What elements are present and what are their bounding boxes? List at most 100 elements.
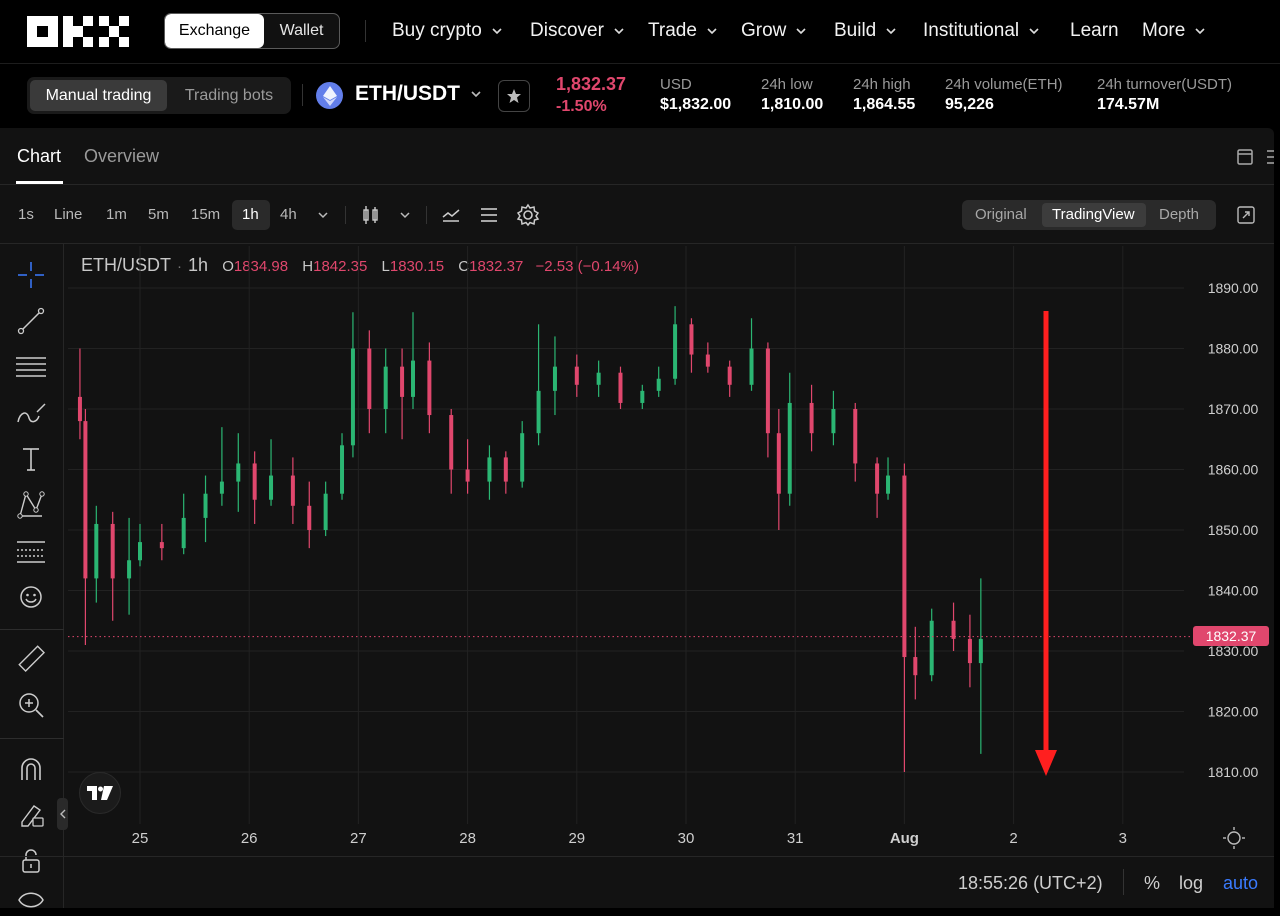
- lock-drawing-icon[interactable]: [14, 798, 48, 832]
- crosshair-icon[interactable]: [14, 258, 48, 292]
- nav-more[interactable]: More: [1142, 20, 1206, 42]
- gear-icon[interactable]: [516, 203, 540, 227]
- candle-body: [809, 402, 814, 434]
- auto-scale-button[interactable]: auto: [1223, 873, 1259, 893]
- unlock-icon[interactable]: [14, 844, 48, 878]
- candle-body: [967, 638, 972, 664]
- star-icon: [507, 89, 521, 103]
- y-tick-label: 1820.00: [1208, 704, 1259, 720]
- layout-icon[interactable]: [1236, 148, 1254, 166]
- stat-label: 24h volume(ETH): [945, 76, 1063, 93]
- tab-chart[interactable]: Chart: [17, 146, 62, 166]
- fib-tool-icon[interactable]: [14, 534, 48, 568]
- stat-usd: USD $1,832.00: [660, 76, 731, 114]
- eye-icon[interactable]: [14, 884, 48, 908]
- legend-close-label: C: [458, 258, 470, 275]
- stat-24h-volume: 24h volume(ETH) 95,226: [945, 76, 1063, 114]
- nav-divider: [365, 20, 366, 42]
- candle-body: [875, 463, 880, 494]
- candle-body: [749, 348, 754, 385]
- trading-bots-tab[interactable]: Trading bots: [184, 86, 274, 104]
- nav-institutional[interactable]: Institutional: [923, 20, 1040, 42]
- panel-menu-icon[interactable]: [1264, 148, 1274, 166]
- candle-body: [787, 402, 792, 494]
- x-tick-label: 30: [678, 830, 695, 847]
- zoom-in-icon[interactable]: [14, 688, 48, 722]
- log-scale-button[interactable]: log: [1179, 873, 1204, 893]
- wallet-tab[interactable]: Wallet: [279, 22, 324, 39]
- horizontal-lines-icon[interactable]: [14, 350, 48, 384]
- candle-body: [951, 620, 956, 639]
- ruler-icon[interactable]: [14, 642, 48, 676]
- candle-type-chevron-icon[interactable]: [398, 208, 412, 222]
- legend-symbol: ETH/USDT: [81, 255, 171, 275]
- candle-body: [340, 445, 345, 494]
- y-tick-label: 1810.00: [1208, 764, 1259, 780]
- okx-logo[interactable]: [27, 16, 130, 47]
- timeframe-1m[interactable]: 1m: [106, 206, 127, 223]
- emoji-icon[interactable]: [14, 580, 48, 614]
- ohlc-legend: ETH/USDT · 1h O1834.98 H1842.35 L1830.15 C…: [81, 255, 639, 275]
- timeframe-1h[interactable]: 1h: [242, 206, 259, 223]
- candle-type-icon[interactable]: [360, 204, 382, 226]
- view-original[interactable]: Original: [975, 206, 1027, 223]
- nav-build[interactable]: Build: [834, 20, 897, 42]
- trend-line-icon[interactable]: [14, 304, 48, 338]
- timeframe-4h[interactable]: 4h: [280, 206, 297, 223]
- stat-label: USD: [660, 76, 692, 93]
- tab-overview[interactable]: Overview: [84, 146, 160, 166]
- brush-icon[interactable]: [14, 396, 48, 430]
- candle-body: [219, 481, 224, 494]
- candle-body: [252, 463, 257, 500]
- candle-body: [640, 390, 645, 403]
- candle-body: [367, 348, 372, 409]
- view-depth[interactable]: Depth: [1159, 206, 1200, 223]
- y-tick-label: 1860.00: [1208, 462, 1259, 478]
- x-tick-label: Aug: [890, 830, 919, 847]
- stat-24h-low: 24h low 1,810.00: [761, 76, 823, 114]
- exchange-tab[interactable]: Exchange: [165, 14, 264, 48]
- x-tick-label: 27: [350, 830, 367, 847]
- nav-buy-crypto[interactable]: Buy crypto: [392, 20, 503, 42]
- stat-value: 95,226: [945, 96, 994, 113]
- timeframe-1s[interactable]: 1s: [18, 206, 34, 223]
- indicators-icon[interactable]: [440, 204, 462, 226]
- utc-time[interactable]: 18:55:26 (UTC+2): [958, 873, 1103, 893]
- candle-body: [77, 396, 82, 422]
- tradingview-logo[interactable]: [79, 772, 121, 814]
- candle-body: [618, 372, 623, 403]
- magnet-icon[interactable]: [14, 752, 48, 786]
- nav-more-label: More: [1142, 20, 1186, 41]
- candle-body: [350, 348, 355, 446]
- candle-body: [236, 463, 241, 482]
- nav-grow[interactable]: Grow: [741, 20, 807, 42]
- x-tick-label: 25: [132, 830, 149, 847]
- chart-settings-list-icon[interactable]: [478, 204, 500, 226]
- chevron-down-icon: [471, 91, 481, 98]
- candle-body: [203, 493, 208, 518]
- pattern-tool-icon[interactable]: [14, 488, 48, 522]
- candle-body: [727, 366, 732, 385]
- candlestick-chart[interactable]: 1890.00 1880.00 1870.00 1860.00 1850.00 1840.…: [0, 128, 1274, 856]
- favorite-button[interactable]: [498, 80, 530, 112]
- y-tick-label: 1880.00: [1208, 341, 1259, 357]
- timeframe-line[interactable]: Line: [54, 206, 83, 223]
- fullscreen-icon[interactable]: [1236, 205, 1256, 225]
- candle-body: [323, 493, 328, 530]
- timeframe-more-chevron-icon[interactable]: [316, 208, 330, 222]
- nav-trade[interactable]: Trade: [648, 20, 718, 42]
- pair-selector[interactable]: ETH/USDT: [355, 82, 482, 106]
- manual-trading-tab[interactable]: Manual trading: [30, 80, 167, 111]
- candle-body: [159, 542, 164, 549]
- percent-scale-button[interactable]: %: [1144, 873, 1161, 893]
- timeframe-15m[interactable]: 15m: [191, 206, 221, 223]
- nav-discover[interactable]: Discover: [530, 20, 625, 42]
- collapse-toolbar-button[interactable]: [57, 798, 68, 830]
- nav-learn[interactable]: Learn: [1070, 20, 1119, 42]
- candle-body: [574, 366, 579, 385]
- timeframe-5m[interactable]: 5m: [148, 206, 169, 223]
- text-tool-icon[interactable]: [14, 442, 48, 476]
- chart-panel: Chart Overview 1s Line 1m 5m 15m 1h 4h O…: [0, 128, 1274, 908]
- view-tradingview[interactable]: TradingView: [1052, 206, 1135, 223]
- candle-body: [83, 421, 88, 579]
